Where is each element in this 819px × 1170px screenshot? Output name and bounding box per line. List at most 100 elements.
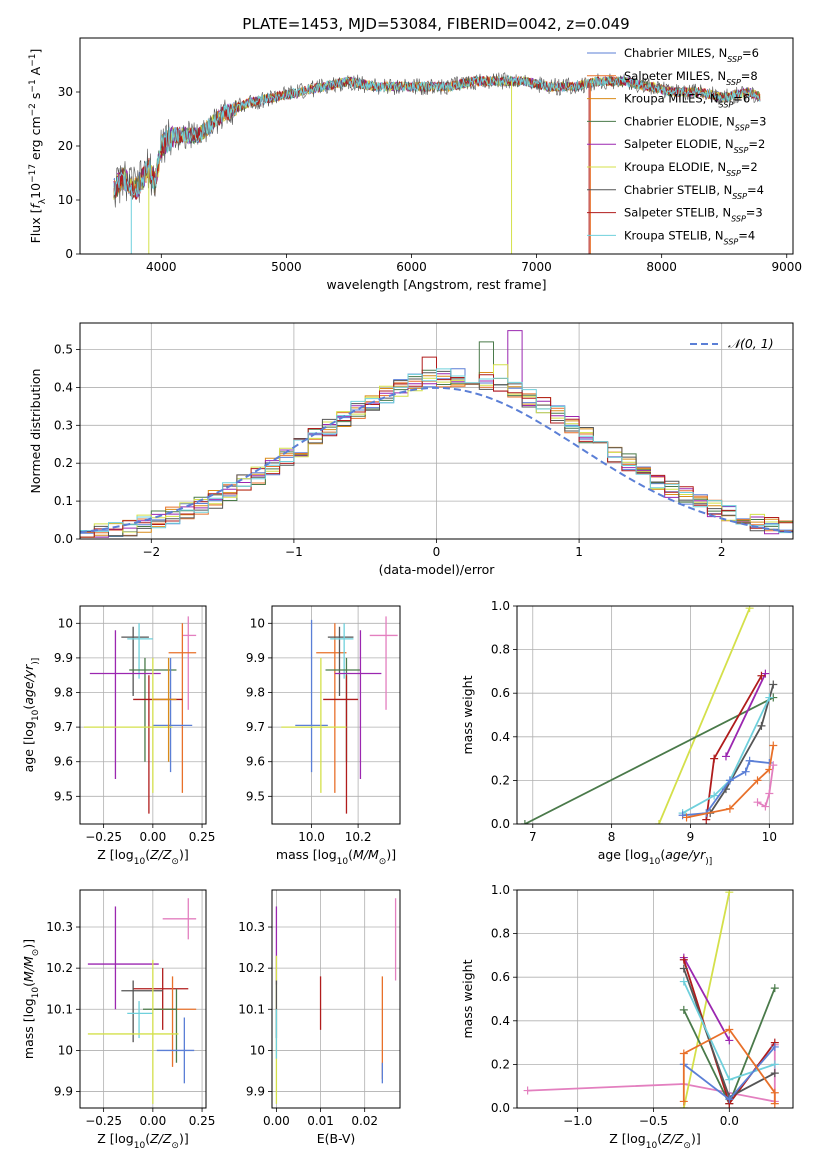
legend-label: Kroupa MILES, N <box>624 92 719 106</box>
x-axis-label: E(B-V) <box>317 1131 356 1146</box>
y-axis-label-part: age [log <box>21 721 36 772</box>
y-tick-label: 9.5 <box>246 789 265 803</box>
legend-entry: Chabrier STELIB, NSSP=4 <box>624 183 764 201</box>
y-tick-label: 9.9 <box>54 651 73 665</box>
y-tick-label: 9.9 <box>54 1085 73 1099</box>
y-tick-label: 20 <box>58 139 73 153</box>
weight-marker <box>770 1042 779 1051</box>
y-axis-label-part: 10 <box>28 183 43 199</box>
x-axis-label-part: ⊙ <box>683 1141 691 1151</box>
y-axis-label-part: A <box>28 66 43 79</box>
legend-sub: SSP <box>735 123 750 132</box>
x-tick-label: −1 <box>285 545 303 559</box>
x-axis-label-part: )] <box>691 1131 701 1146</box>
y-axis-label-part: 10 <box>31 987 41 999</box>
x-tick-label: 10 <box>762 830 777 844</box>
y-tick-label: 9.8 <box>54 686 73 700</box>
y-axis-label: age [log10(age/yr)] <box>21 658 41 773</box>
legend-sub: SSP <box>726 169 741 178</box>
weight-marker <box>679 977 688 986</box>
legend-entry: 𝒩(0, 1) <box>728 336 774 351</box>
y-tick-label: 9.7 <box>246 720 265 734</box>
y-tick-label: 0.0 <box>491 1101 510 1115</box>
y-tick-label: 0.4 <box>54 380 73 394</box>
spectrum-kroupa_stelib <box>113 75 761 198</box>
legend-entry: Chabrier ELODIE, NSSP=3 <box>624 114 766 131</box>
plot-area <box>113 72 761 254</box>
legend-suffix: =4 <box>747 183 764 197</box>
x-tick-label: 0.01 <box>307 1114 334 1128</box>
histogram-kroupa_stelib <box>80 368 793 534</box>
x-tick-label: −0.25 <box>85 830 122 844</box>
legend-sub: SSP <box>732 191 747 200</box>
y-tick-label: 0.8 <box>491 643 510 657</box>
x-tick-label: 7000 <box>521 260 552 274</box>
y-axis-label-part: −1 <box>28 79 38 92</box>
y-tick-label: 0.8 <box>491 927 510 941</box>
x-axis-label: Z [log10(Z/Z⊙)] <box>97 847 188 867</box>
chart-panels: 4000 5000 6000 7000 8000 90000102030wavelengt… <box>21 37 802 1151</box>
legend-label: Kroupa STELIB, N <box>624 228 724 242</box>
weight-marker <box>654 820 663 824</box>
x-axis-label-part: age/yr <box>665 847 706 862</box>
chart-spectrum: 4000 5000 6000 7000 8000 9000 0 10 20 30 wavelengt… <box>28 37 802 292</box>
legend-suffix: =8 <box>741 69 758 83</box>
legend-label: Chabrier ELODIE, N <box>624 114 735 128</box>
x-axis-label-part: )] <box>386 847 396 862</box>
y-tick-label: 10.3 <box>238 920 265 934</box>
x-axis-label-part: 10 <box>337 857 349 867</box>
weight-marker <box>679 964 688 973</box>
weight-marker <box>679 1097 688 1106</box>
plot-area <box>520 606 778 824</box>
x-tick-label: 7 <box>529 830 537 844</box>
weight-line-chabrier_stelib <box>709 684 775 814</box>
weight-marker <box>753 776 762 785</box>
legend-label: Chabrier STELIB, N <box>624 183 732 197</box>
x-axis-label-part: Z [log <box>97 847 133 862</box>
plot-area <box>80 330 793 538</box>
y-axis-label-part: −17 <box>28 164 38 183</box>
y-axis-label-part: 10 <box>31 709 41 721</box>
legend-suffix: =6 <box>733 92 750 106</box>
weight-marker <box>710 791 719 800</box>
legend-suffix: =2 <box>748 137 765 151</box>
y-tick-label: 9.7 <box>54 720 73 734</box>
y-tick-label: 0.5 <box>54 343 73 357</box>
weight-marker <box>765 789 774 798</box>
x-axis-label-part: )] <box>705 857 712 867</box>
legend-sub: SSP <box>724 237 739 246</box>
weight-marker <box>757 671 766 680</box>
y-axis-label-part: mass [log <box>21 998 36 1059</box>
axes-frame <box>271 605 401 825</box>
y-axis-label-part: Flux [ <box>28 209 43 244</box>
y-axis-label-part: ] <box>28 49 43 54</box>
legend-suffix: =4 <box>738 228 755 242</box>
x-tick-label: 0.25 <box>189 1114 216 1128</box>
x-tick-label: 4000 <box>146 260 177 274</box>
y-tick-label: 30 <box>58 85 73 99</box>
x-tick-label: 0.00 <box>139 830 166 844</box>
legend-label: Salpeter ELODIE, N <box>624 137 734 151</box>
x-tick-label: 2 <box>718 545 726 559</box>
x-axis-label-part: ( <box>145 847 150 862</box>
x-tick-label: 0 <box>433 545 441 559</box>
legend-suffix: =3 <box>746 206 763 220</box>
x-axis-label: age [log10(age/yr)] <box>598 847 713 867</box>
x-tick-label: 0.0 <box>720 1114 739 1128</box>
y-axis-label-part: −2 <box>28 103 38 116</box>
x-axis-label-part: ⊙ <box>171 857 179 867</box>
y-axis-label-part: ( <box>21 982 36 987</box>
x-axis-label: wavelength [Angstrom, rest frame] <box>326 277 546 292</box>
weight-marker <box>769 741 778 750</box>
weight-line-kroupa_elodie <box>658 607 751 824</box>
y-axis-label-part: ( <box>21 705 36 710</box>
x-tick-label: −2 <box>142 545 160 559</box>
x-axis-label-part: ⊙ <box>171 1141 179 1151</box>
y-tick-label: 9.5 <box>54 789 73 803</box>
weight-marker <box>761 802 770 811</box>
x-axis-label-part: ⊙ <box>379 857 387 867</box>
y-axis-label: mass [log10(M/M⊙)] <box>21 939 41 1059</box>
weight-marker <box>725 1095 734 1104</box>
weight-marker <box>745 756 754 765</box>
